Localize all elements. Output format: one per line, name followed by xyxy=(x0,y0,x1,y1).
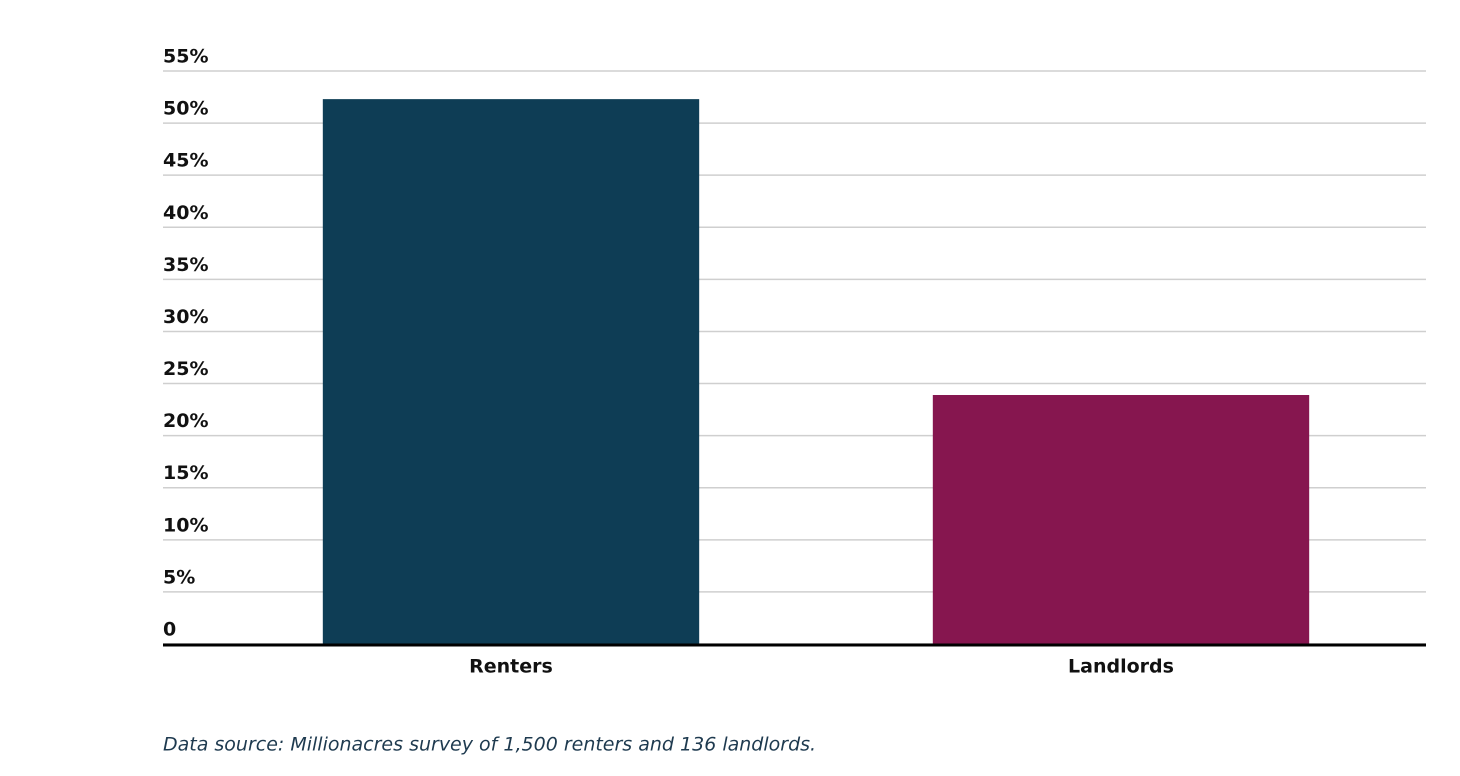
y-tick-label: 25% xyxy=(163,358,208,380)
y-tick-label: 50% xyxy=(163,98,208,120)
bar xyxy=(322,99,700,644)
y-tick-label: 55% xyxy=(163,46,208,68)
y-tick-label: 0 xyxy=(163,619,176,641)
y-tick-label: 10% xyxy=(163,514,208,536)
source-note: Data source: Millionacres survey of 1,50… xyxy=(163,734,816,756)
y-tick-label: 45% xyxy=(163,150,208,172)
y-tick-label: 20% xyxy=(163,410,208,432)
x-tick-label: Landlords xyxy=(1068,656,1174,678)
y-tick-label: 35% xyxy=(163,254,208,276)
y-tick-label: 15% xyxy=(163,462,208,484)
bar xyxy=(932,395,1310,644)
y-tick-label: 5% xyxy=(163,566,195,588)
x-tick-label: Renters xyxy=(469,656,553,678)
y-tick-label: 40% xyxy=(163,202,208,224)
y-tick-label: 30% xyxy=(163,306,208,328)
